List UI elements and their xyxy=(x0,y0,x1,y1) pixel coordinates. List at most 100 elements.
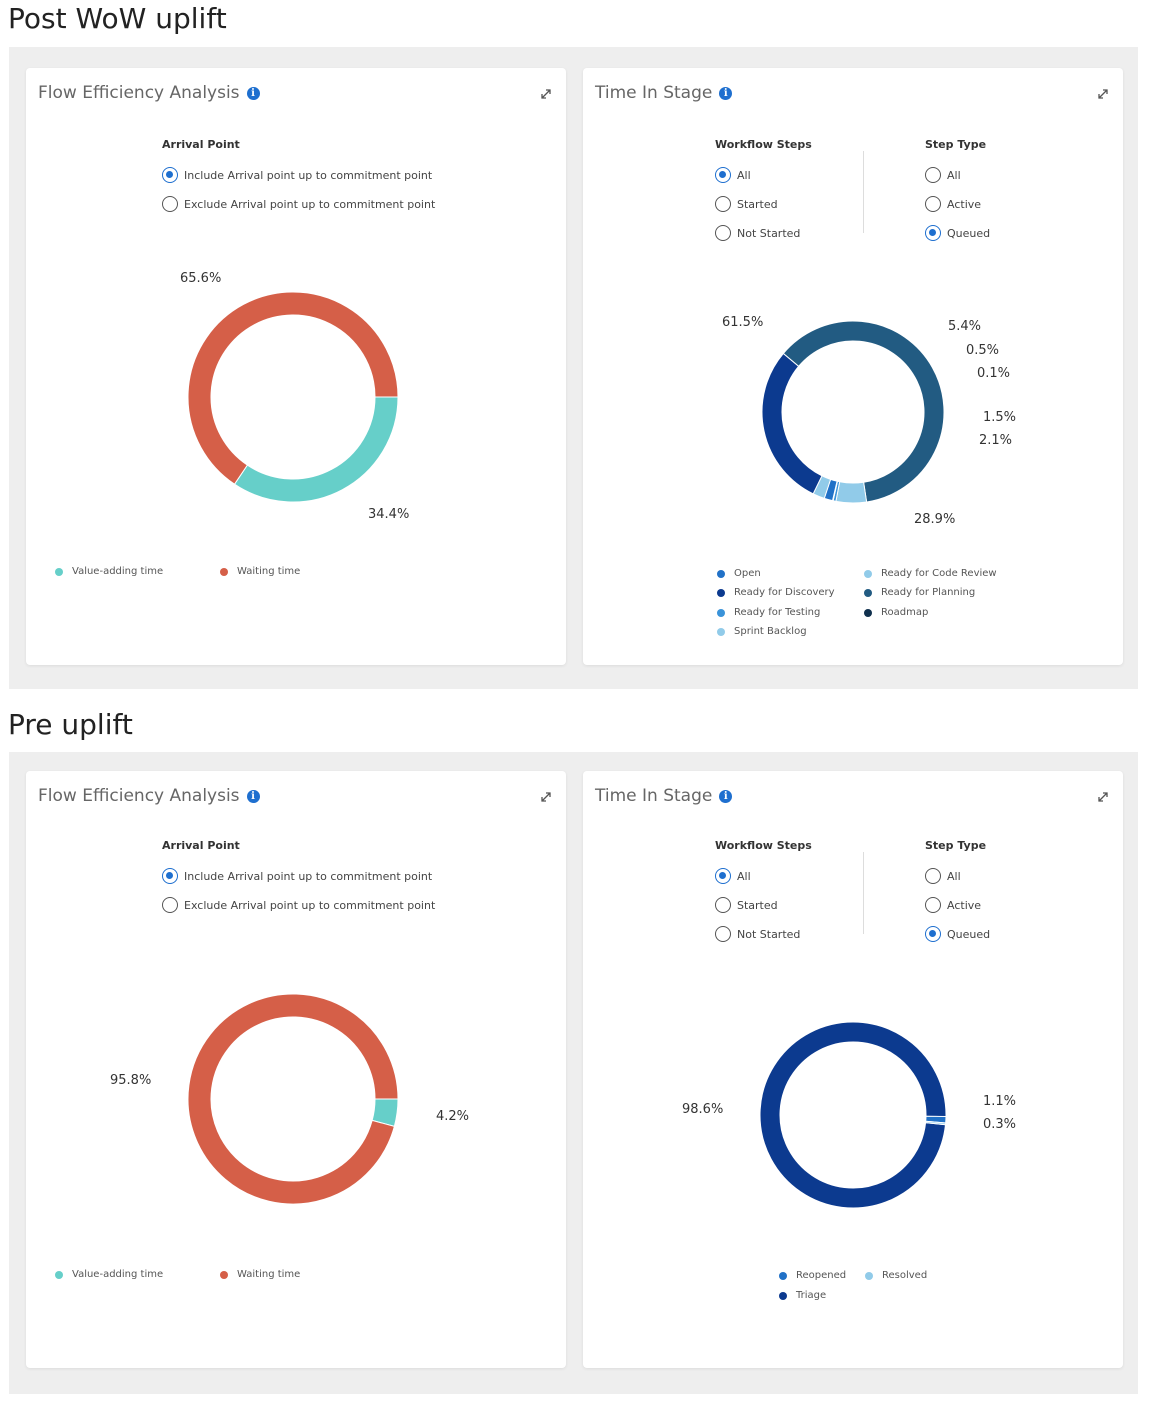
radio-label: Started xyxy=(737,197,778,211)
flow-efficiency-card: Flow Efficiency Analysis i Arrival Point… xyxy=(26,771,566,1368)
legend-item-roadmap[interactable]: Roadmap xyxy=(864,607,928,618)
legend-label: Roadmap xyxy=(881,607,929,618)
radio-workflow-not-started[interactable]: Not Started xyxy=(715,225,800,241)
radio-label: Not Started xyxy=(737,226,801,240)
donut-slice-3[interactable] xyxy=(925,1120,947,1126)
info-icon[interactable]: i xyxy=(246,86,260,100)
radio-button[interactable] xyxy=(715,868,731,884)
legend-item-waiting[interactable]: Waiting time xyxy=(220,566,300,577)
radio-button[interactable] xyxy=(715,167,731,183)
legend-item-sprint-backlog[interactable]: Sprint Backlog xyxy=(717,626,807,637)
legend-dot xyxy=(864,588,872,597)
legend-label: Value-adding time xyxy=(72,566,164,577)
card-title: Flow Efficiency Analysis xyxy=(38,786,240,806)
legend-item-waiting[interactable]: Waiting time xyxy=(220,1269,300,1280)
radio-steptype-active[interactable]: Active xyxy=(925,196,981,212)
legend-item-open[interactable]: Open xyxy=(717,568,761,579)
radio-label: All xyxy=(737,869,751,883)
legend-item-reopened[interactable]: Reopened xyxy=(779,1270,846,1281)
expand-icon[interactable] xyxy=(1097,88,1109,100)
legend-dot xyxy=(55,567,63,576)
info-icon[interactable]: i xyxy=(719,789,733,803)
radio-button[interactable] xyxy=(925,868,941,884)
radio-label: Include Arrival point up to commitment p… xyxy=(184,869,433,883)
radio-label: All xyxy=(737,168,751,182)
expand-icon[interactable] xyxy=(1097,791,1109,803)
info-icon[interactable]: i xyxy=(246,789,260,803)
radio-button[interactable] xyxy=(162,868,178,884)
radio-workflow-started[interactable]: Started xyxy=(715,196,778,212)
radio-label: Active xyxy=(947,898,982,912)
card-title: Time In Stage xyxy=(595,786,713,806)
radio-button[interactable] xyxy=(925,196,941,212)
legend-dot xyxy=(865,1271,873,1280)
radio-steptype-active[interactable]: Active xyxy=(925,897,981,913)
donut-slice-1[interactable] xyxy=(759,1021,947,1209)
radio-button[interactable] xyxy=(925,926,941,942)
donut-slice-1[interactable] xyxy=(782,320,945,503)
data-label: 2.1% xyxy=(979,433,1013,448)
radio-workflow-all[interactable]: All xyxy=(715,868,751,884)
donut-slice-2[interactable] xyxy=(835,481,868,504)
radio-label: Not Started xyxy=(737,927,801,941)
time-in-stage-card: Time In Stage i Workflow Steps All Start… xyxy=(583,68,1123,665)
radio-button[interactable] xyxy=(715,926,731,942)
legend-label: Ready for Discovery xyxy=(734,587,835,598)
legend-label: Resolved xyxy=(882,1270,928,1281)
expand-icon[interactable] xyxy=(540,88,552,100)
radio-button[interactable] xyxy=(925,225,941,241)
legend-item-ready-for-discovery[interactable]: Ready for Discovery xyxy=(717,587,835,598)
legend-dot xyxy=(717,608,725,617)
legend-dot xyxy=(220,567,228,576)
legend-item-value-adding[interactable]: Value-adding time xyxy=(55,1269,163,1280)
legend-label: Triage xyxy=(796,1290,827,1301)
card-header: Flow Efficiency Analysis i xyxy=(38,786,260,806)
legend-dot xyxy=(55,1270,63,1279)
radio-button[interactable] xyxy=(715,196,731,212)
legend-dot xyxy=(779,1291,787,1300)
donut-slice-2[interactable] xyxy=(187,291,399,485)
data-label: 28.9% xyxy=(914,512,956,527)
radio-button[interactable] xyxy=(162,196,178,212)
radio-button[interactable] xyxy=(925,897,941,913)
radio-button[interactable] xyxy=(715,225,731,241)
legend-item-triage[interactable]: Triage xyxy=(779,1290,826,1301)
radio-steptype-all[interactable]: All xyxy=(925,868,961,884)
legend-item-ready-for-code-review[interactable]: Ready for Code Review xyxy=(864,568,997,579)
radio-steptype-all[interactable]: All xyxy=(925,167,961,183)
legend-label: Ready for Planning xyxy=(881,587,976,598)
radio-button[interactable] xyxy=(162,167,178,183)
expand-icon[interactable] xyxy=(540,791,552,803)
info-icon[interactable]: i xyxy=(719,86,733,100)
radio-steptype-queued[interactable]: Queued xyxy=(925,225,990,241)
radio-exclude-arrival[interactable]: Exclude Arrival point up to commitment p… xyxy=(162,897,435,913)
arrival-point-label: Arrival Point xyxy=(162,138,240,151)
radio-workflow-started[interactable]: Started xyxy=(715,897,778,913)
radio-workflow-all[interactable]: All xyxy=(715,167,751,183)
legend-item-value-adding[interactable]: Value-adding time xyxy=(55,566,163,577)
radio-label: Active xyxy=(947,197,982,211)
time-in-stage-donut-chart xyxy=(759,1021,947,1209)
legend-item-ready-for-planning[interactable]: Ready for Planning xyxy=(864,587,975,598)
legend-label: Sprint Backlog xyxy=(734,626,807,637)
legend-label: Open xyxy=(734,568,761,579)
legend-label: Ready for Testing xyxy=(734,607,821,618)
legend-item-ready-for-testing[interactable]: Ready for Testing xyxy=(717,607,820,618)
radio-button[interactable] xyxy=(715,897,731,913)
dashboard-panel-post: Flow Efficiency Analysis i Arrival Point… xyxy=(9,47,1138,689)
radio-exclude-arrival[interactable]: Exclude Arrival point up to commitment p… xyxy=(162,196,435,212)
radio-steptype-queued[interactable]: Queued xyxy=(925,926,990,942)
donut-slice-7[interactable] xyxy=(761,352,823,495)
radio-workflow-not-started[interactable]: Not Started xyxy=(715,926,800,942)
radio-button[interactable] xyxy=(162,897,178,913)
radio-include-arrival[interactable]: Include Arrival point up to commitment p… xyxy=(162,868,432,884)
data-label: 1.5% xyxy=(983,410,1017,425)
radio-label: Started xyxy=(737,898,778,912)
radio-include-arrival[interactable]: Include Arrival point up to commitment p… xyxy=(162,167,432,183)
donut-slice-1[interactable] xyxy=(233,396,399,503)
donut-slice-2[interactable] xyxy=(187,993,399,1205)
legend-item-resolved[interactable]: Resolved xyxy=(865,1270,927,1281)
radio-button[interactable] xyxy=(925,167,941,183)
workflow-steps-label: Workflow Steps xyxy=(715,839,812,852)
data-label: 0.3% xyxy=(983,1117,1017,1132)
